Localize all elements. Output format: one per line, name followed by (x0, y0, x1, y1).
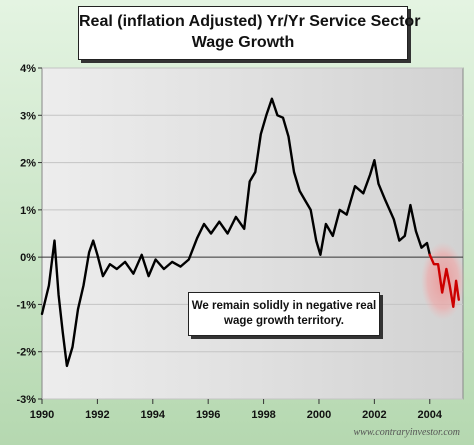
source-credit: www.contraryinvestor.com (353, 427, 460, 438)
x-tick-label: 1998 (251, 409, 275, 421)
y-tick-label: 2% (20, 158, 36, 170)
x-tick-label: 2000 (307, 409, 331, 421)
chart-subtitle: Wage Growth (191, 34, 295, 51)
y-tick-label: -1% (16, 299, 36, 311)
x-tick-label: 1996 (196, 409, 220, 421)
series-lines (40, 97, 460, 368)
x-axis-ticks: 1990 1992 1994 1996 1998 2000 2002 2004 (30, 399, 443, 421)
annotation-line-1: We remain solidly in negative real (191, 300, 377, 312)
grid (42, 67, 463, 400)
highlight-region (421, 242, 465, 320)
y-tick-label: -3% (16, 394, 36, 406)
y-tick-label: -2% (16, 347, 36, 359)
x-tick-label: 1994 (141, 409, 166, 421)
x-tick-label: 1990 (30, 409, 54, 421)
plot-area (41, 67, 464, 400)
x-tick-label: 2002 (362, 409, 386, 421)
annotation-box: We remain solidly in negative real wage … (188, 292, 380, 336)
y-axis-ticks: 4% 3% 2% 1% 0% -1% -2% -3% (16, 63, 42, 406)
x-tick-label: 1992 (85, 409, 109, 421)
y-tick-label: 1% (20, 205, 36, 217)
y-tick-label: 4% (20, 63, 36, 75)
x-tick-label: 2004 (418, 409, 443, 421)
y-tick-label: 0% (20, 252, 36, 264)
series-line-2 (428, 253, 460, 308)
y-tick-label: 3% (20, 110, 36, 122)
series-line-1 (40, 97, 431, 368)
chart-title: Real (inflation Adjusted) Yr/Yr Service … (79, 13, 421, 30)
title-box: Real (inflation Adjusted) Yr/Yr Service … (78, 6, 421, 60)
annotation-line-2: wage growth territory. (224, 315, 344, 327)
